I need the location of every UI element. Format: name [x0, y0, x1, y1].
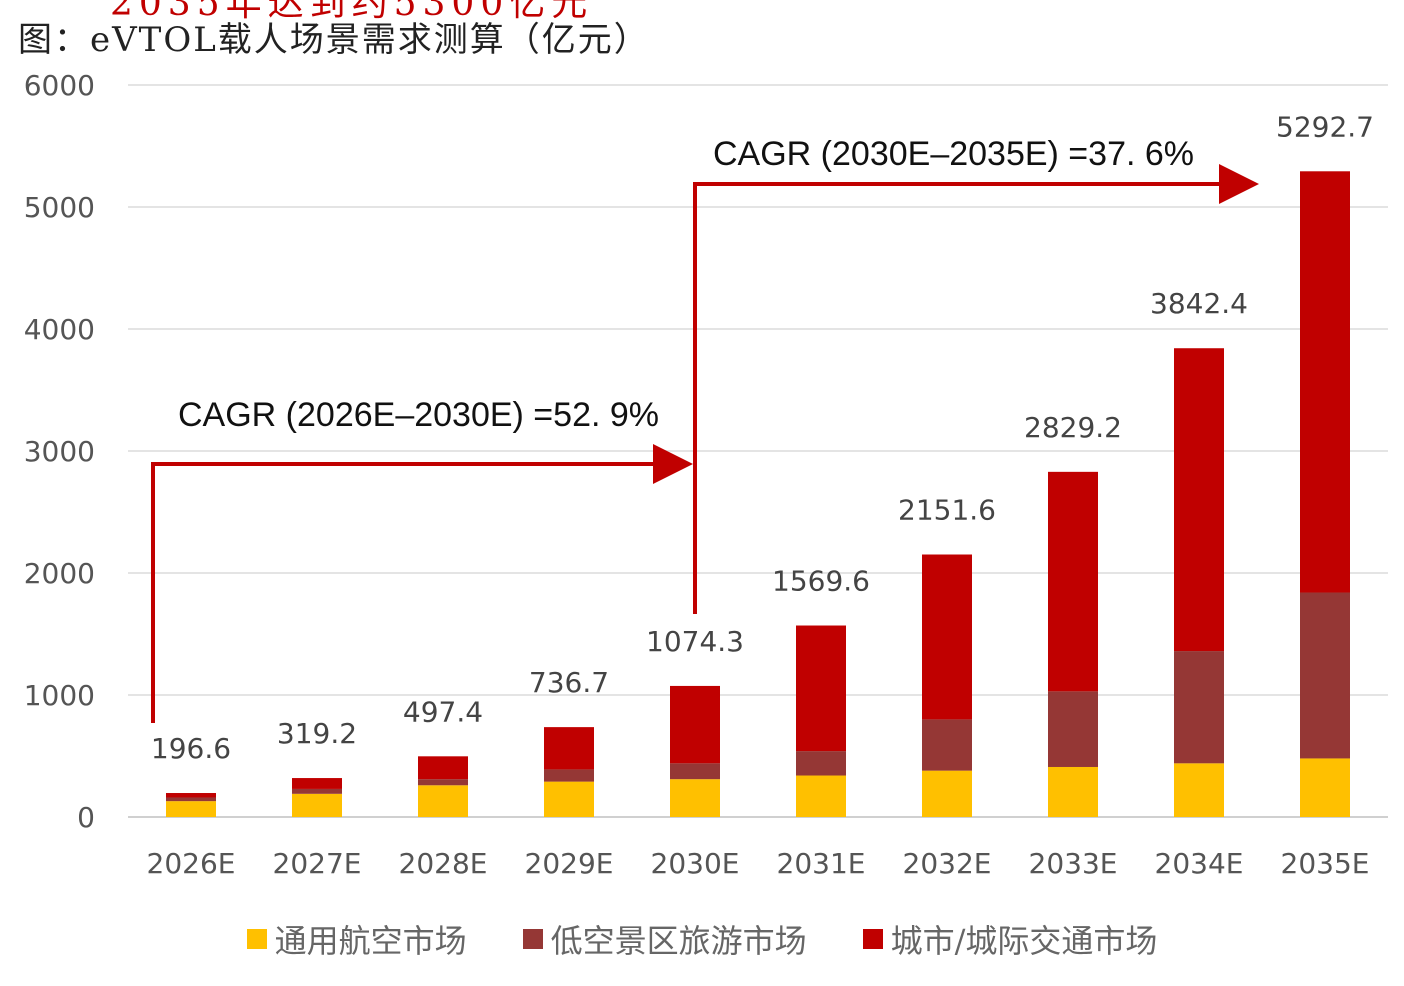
legend-swatch — [246, 929, 267, 949]
y-tick-label: 4000 — [24, 313, 95, 346]
data-label: 2829.2 — [1024, 411, 1122, 444]
legend-label: 通用航空市场 — [274, 922, 467, 960]
bar-segment — [796, 751, 846, 776]
bar-segment — [1174, 763, 1224, 817]
x-tick-label: 2034E — [1155, 847, 1244, 880]
x-tick-label: 2026E — [147, 847, 236, 880]
y-tick-label: 6000 — [24, 69, 95, 102]
bar-segment — [418, 785, 468, 817]
bar-segment — [544, 727, 594, 770]
bar-segment — [1048, 691, 1098, 767]
legend-label: 城市/城际交通市场 — [890, 922, 1158, 960]
legend-item-general-aviation: 通用航空市场 — [246, 916, 467, 962]
cagr-label-1: CAGR (2026E–2030E) =52. 9% — [178, 396, 659, 434]
bar-segment — [922, 554, 972, 720]
bar-segment — [544, 781, 594, 817]
bar-segment — [418, 756, 468, 780]
data-label: 1074.3 — [646, 625, 744, 658]
data-label: 736.7 — [529, 666, 609, 699]
chart-title: 图：eVTOL载人场景需求测算（亿元） — [18, 20, 650, 60]
bar-segment — [922, 719, 972, 771]
data-label: 196.6 — [151, 732, 231, 765]
y-tick-label: 2000 — [24, 557, 95, 590]
bar-segment — [544, 769, 594, 782]
x-tick-label: 2032E — [903, 847, 992, 880]
x-tick-label: 2027E — [273, 847, 362, 880]
data-label: 497.4 — [403, 695, 483, 728]
data-label: 319.2 — [277, 717, 357, 750]
bar-segment — [292, 788, 342, 794]
bar-segment — [292, 793, 342, 817]
bar-segment — [670, 685, 720, 764]
bar-segment — [922, 770, 972, 817]
bar-segment — [166, 797, 216, 802]
bar-segment — [670, 779, 720, 817]
x-tick-label: 2031E — [777, 847, 866, 880]
data-label: 5292.7 — [1276, 110, 1374, 143]
bar-segment — [1300, 171, 1350, 593]
bar-segment — [1174, 348, 1224, 652]
legend-swatch — [862, 929, 883, 949]
bar-segment — [166, 793, 216, 798]
cagr-arrow-2 — [693, 164, 1259, 614]
x-tick-label: 2029E — [525, 847, 614, 880]
legend-item-urban-transport: 城市/城际交通市场 — [862, 916, 1158, 962]
y-tick-label: 0 — [77, 801, 95, 834]
bar-segment — [796, 775, 846, 817]
y-tick-label: 1000 — [24, 679, 95, 712]
y-tick-label: 3000 — [24, 435, 95, 468]
bar-segment — [670, 763, 720, 780]
legend-label: 低空景区旅游市场 — [550, 922, 807, 960]
bar-segment — [1300, 592, 1350, 759]
bar-segment — [292, 778, 342, 789]
x-tick-label: 2035E — [1281, 847, 1370, 880]
data-label: 2151.6 — [898, 494, 996, 527]
bar-segment — [1048, 471, 1098, 692]
bar-segment — [418, 779, 468, 786]
bar-segment — [1300, 758, 1350, 817]
bar-segment — [1048, 766, 1098, 817]
data-label: 1569.6 — [772, 565, 870, 598]
cagr-label-2: CAGR (2030E–2035E) =37. 6% — [713, 135, 1194, 173]
x-tick-label: 2028E — [399, 847, 488, 880]
x-tick-label: 2030E — [651, 847, 740, 880]
y-tick-label: 5000 — [24, 191, 95, 224]
cut-off-heading: 2035年达到约5300亿元 — [110, 0, 594, 24]
legend-item-tourism: 低空景区旅游市场 — [522, 916, 807, 962]
cagr-arrow-1 — [151, 444, 693, 723]
legend-swatch — [522, 929, 543, 949]
x-tick-label: 2033E — [1029, 847, 1118, 880]
bar-segment — [796, 625, 846, 752]
bar-segment — [166, 801, 216, 817]
data-label: 3842.4 — [1150, 287, 1248, 320]
bar-segment — [1174, 651, 1224, 764]
chart-legend: 通用航空市场 低空景区旅游市场 城市/城际交通市场 — [0, 916, 1404, 962]
